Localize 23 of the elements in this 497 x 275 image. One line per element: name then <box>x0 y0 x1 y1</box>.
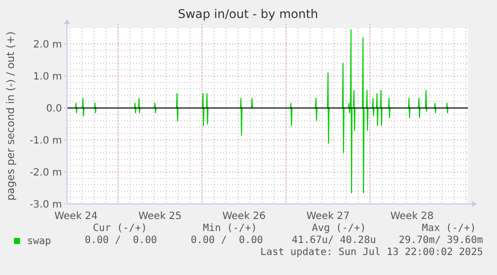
y-tick-label: 0.0 <box>46 104 62 114</box>
text: Max (-/+) <box>422 223 476 234</box>
text: 0.00 / 0.00 <box>190 235 263 246</box>
chart-title: Swap in/out - by month <box>178 7 318 21</box>
text: 29.70m/ 39.60m <box>398 235 483 246</box>
text: 41.67u/ 40.28u <box>292 235 376 246</box>
x-tick-label: Week 26 <box>222 211 266 222</box>
x-tick-label: Week 24 <box>54 211 98 222</box>
text: Min (-/+) <box>202 223 257 234</box>
text: Avg (-/+) <box>312 223 366 234</box>
text: Cur (-/+) <box>92 223 147 234</box>
y-tick-label: -3.0 m <box>30 200 62 210</box>
y-tick-label: 1.0 m <box>33 72 62 82</box>
x-tick-label: Week 27 <box>306 211 350 222</box>
y-tick-label: 2.0 m <box>33 40 62 50</box>
text: 0.00 / 0.00 <box>84 235 157 246</box>
text: Last update: Sun Jul 13 22:00:02 2025 <box>260 247 483 258</box>
y-tick-label: -2.0 m <box>30 168 62 178</box>
y-axis-title: pages per second in (-) / out (+) <box>5 31 17 201</box>
y-tick-label: -1.0 m <box>30 136 62 146</box>
x-tick-label: Week 25 <box>138 211 182 222</box>
legend-label: swap <box>27 236 52 247</box>
x-tick-label: Week 28 <box>390 211 434 222</box>
